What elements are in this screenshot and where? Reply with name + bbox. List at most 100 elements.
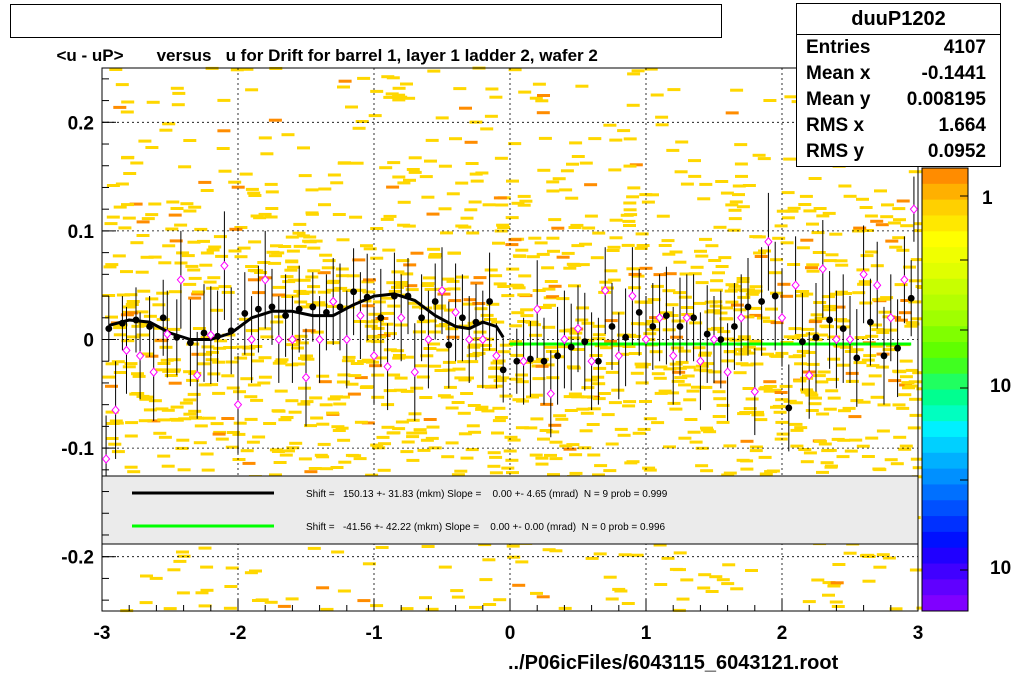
stats-row-rms-y: RMS y 0.0952 <box>797 139 1000 165</box>
heatmap-cell <box>370 256 384 260</box>
heatmap-cell <box>317 442 331 446</box>
heatmap-cell <box>569 471 583 475</box>
heatmap-cell <box>680 578 694 582</box>
heatmap-cell <box>515 426 529 430</box>
heatmap-cell <box>437 292 451 296</box>
heatmap-cell <box>362 290 376 294</box>
heatmap-cell <box>183 412 197 416</box>
heatmap-cell <box>752 153 766 157</box>
heatmap-cell <box>559 188 573 192</box>
profile-point-filled <box>771 292 779 300</box>
heatmap-cell <box>575 318 589 322</box>
heatmap-cell <box>678 436 692 440</box>
heatmap-cell <box>709 304 723 308</box>
heatmap-cell <box>338 460 352 464</box>
heatmap-cell <box>201 468 215 472</box>
heatmap-cell <box>487 451 501 455</box>
heatmap-cell <box>212 432 226 436</box>
heatmap-cell <box>488 375 502 379</box>
heatmap-cell <box>899 444 913 448</box>
heatmap-cell <box>579 161 593 165</box>
heatmap-cell <box>762 319 776 323</box>
heatmap-cell <box>634 300 648 304</box>
profile-point-filled <box>159 314 167 322</box>
heatmap-cell <box>581 321 595 325</box>
heatmap-cell <box>769 354 783 358</box>
heatmap-cell <box>881 203 894 207</box>
profile-point-filled <box>567 343 575 351</box>
heatmap-cell <box>864 214 878 218</box>
heatmap-cell <box>608 401 622 405</box>
heatmap-cell <box>616 352 630 356</box>
colorbar-segment <box>922 547 968 565</box>
profile-point-open <box>601 285 610 296</box>
heatmap-cell <box>718 256 732 260</box>
heatmap-cell <box>485 87 499 91</box>
profile-point-filled <box>744 303 752 311</box>
heatmap-cell <box>307 246 321 250</box>
heatmap-cell <box>768 388 782 392</box>
heatmap-cell <box>617 129 631 133</box>
profile-point-open <box>397 313 406 323</box>
heatmap-cell <box>763 385 777 388</box>
heatmap-cell <box>187 392 201 396</box>
profile-point-open <box>101 454 111 464</box>
heatmap-cell <box>699 182 713 186</box>
heatmap-cell <box>208 245 222 249</box>
heatmap-cell <box>805 332 819 336</box>
heatmap-cell <box>250 214 264 218</box>
heatmap-cell <box>466 231 480 235</box>
heatmap-cell <box>719 317 733 321</box>
stats-label: RMS x <box>806 115 865 136</box>
heatmap-cell <box>105 263 119 267</box>
heatmap-cell <box>812 251 826 254</box>
heatmap-cell <box>228 249 242 253</box>
heatmap-cell <box>709 575 723 579</box>
heatmap-cell <box>102 294 116 297</box>
profile-point-filled <box>350 288 357 296</box>
heatmap-cell <box>603 123 617 127</box>
heatmap-cell <box>800 460 814 464</box>
heatmap-cell <box>469 120 483 124</box>
heatmap-cell <box>270 244 283 248</box>
heatmap-cell <box>722 563 736 567</box>
heatmap-cell <box>893 435 907 439</box>
heatmap-cell <box>870 219 884 223</box>
heatmap-cell <box>536 252 550 256</box>
heatmap-cell <box>416 320 430 324</box>
heatmap-cell <box>387 431 401 435</box>
heatmap-cell <box>831 605 845 608</box>
heatmap-cell <box>524 426 538 430</box>
heatmap-cell <box>578 446 592 450</box>
profile-point-open <box>135 351 145 361</box>
heatmap-cell <box>827 584 841 588</box>
heatmap-cell <box>585 556 599 560</box>
heatmap-cell <box>695 464 709 468</box>
profile-point-open <box>383 361 392 372</box>
heatmap-cell <box>234 226 248 229</box>
colorbar <box>921 167 969 612</box>
heatmap-cell <box>469 605 482 609</box>
heatmap-cell <box>784 95 798 99</box>
heatmap-cell <box>468 200 482 204</box>
heatmap-cell <box>258 212 272 216</box>
heatmap-cell <box>604 269 618 273</box>
heatmap-cell <box>274 359 288 363</box>
stats-box: duuP1202 Entries 4107 Mean x -0.1441 Mea… <box>796 3 1001 167</box>
profile-point-filled <box>282 312 289 320</box>
heatmap-cell <box>695 281 709 285</box>
heatmap-cell <box>673 260 687 264</box>
heatmap-cell <box>250 269 264 273</box>
heatmap-cell <box>370 604 384 608</box>
heatmap-cell <box>294 334 308 338</box>
heatmap-cell <box>518 274 532 278</box>
heatmap-cell <box>379 166 393 170</box>
heatmap-cell <box>298 356 311 360</box>
heatmap-cell <box>737 337 751 341</box>
heatmap-cell <box>653 543 667 547</box>
heatmap-cell <box>721 473 735 477</box>
heatmap-cell <box>173 559 187 563</box>
heatmap-cell <box>388 289 402 293</box>
heatmap-cell <box>201 345 215 349</box>
heatmap-cell <box>354 420 368 424</box>
